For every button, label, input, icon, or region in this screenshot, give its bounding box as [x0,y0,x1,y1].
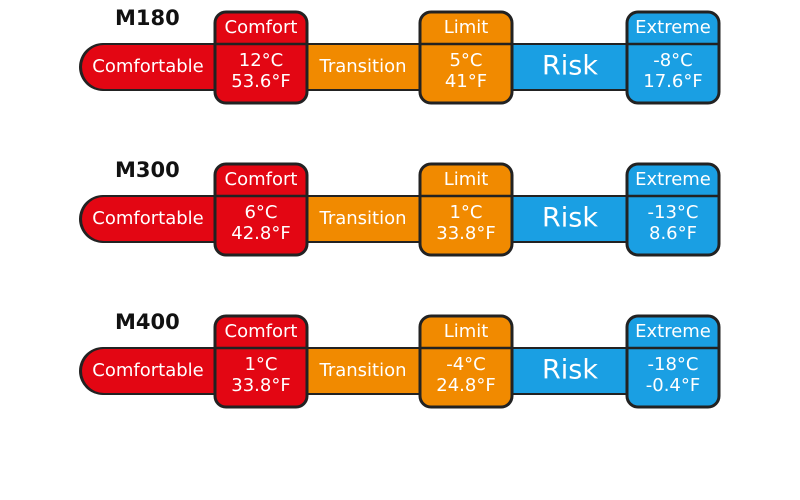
zone-label: Risk [542,51,598,82]
zone-label: Comfortable [92,56,203,77]
threshold-box [418,10,514,105]
zone-label: Risk [542,203,598,234]
threshold-box [625,162,721,257]
zone-label: Transition [318,56,406,77]
threshold-label: Extreme [635,17,711,38]
fahrenheit: 33.8°F [436,223,495,244]
product-name: M180 [115,6,180,30]
zone-label: Risk [542,355,598,386]
fahrenheit: 42.8°F [231,223,290,244]
threshold-label: Limit [444,17,489,38]
celsius: 5°C [449,50,482,71]
threshold-box [213,314,309,409]
threshold-label: Comfort [225,321,298,342]
threshold-box [418,162,514,257]
threshold-box [625,314,721,409]
threshold-box [213,10,309,105]
threshold-label: Comfort [225,17,298,38]
celsius: -13°C [648,202,699,223]
celsius: 6°C [244,202,277,223]
zone-label: Comfortable [92,360,203,381]
fahrenheit: 17.6°F [643,71,702,92]
fahrenheit: 33.8°F [231,375,290,396]
zone-label: Comfortable [92,208,203,229]
threshold-label: Extreme [635,321,711,342]
celsius: 1°C [449,202,482,223]
product-name: M300 [115,158,180,182]
threshold-box [213,162,309,257]
celsius: -4°C [446,354,486,375]
threshold-label: Limit [444,321,489,342]
zone-label: Transition [318,208,406,229]
celsius: -18°C [648,354,699,375]
celsius: 1°C [244,354,277,375]
fahrenheit: -0.4°F [646,375,700,396]
threshold-box [625,10,721,105]
fahrenheit: 53.6°F [231,71,290,92]
threshold-box [418,314,514,409]
product-name: M400 [115,310,180,334]
fahrenheit: 24.8°F [436,375,495,396]
fahrenheit: 8.6°F [649,223,697,244]
threshold-label: Extreme [635,169,711,190]
threshold-label: Comfort [225,169,298,190]
fahrenheit: 41°F [445,71,487,92]
threshold-label: Limit [444,169,489,190]
celsius: 12°C [239,50,283,71]
celsius: -8°C [653,50,693,71]
zone-label: Transition [318,360,406,381]
